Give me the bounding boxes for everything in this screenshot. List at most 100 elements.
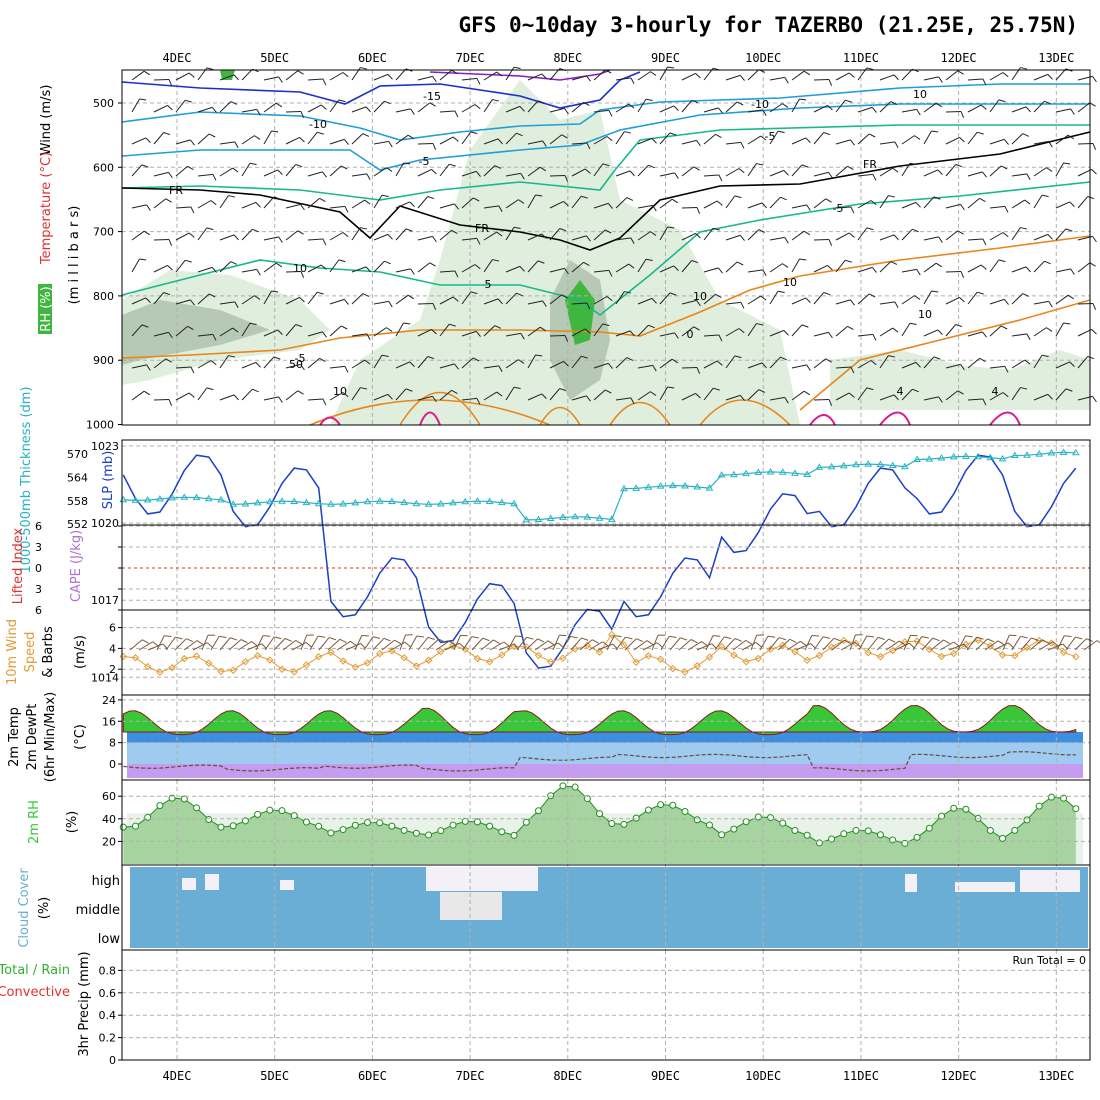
upper-wind-barb-flag — [206, 387, 214, 391]
upper-wind-barb — [1077, 196, 1089, 209]
upper-wind-barb — [241, 388, 253, 401]
upper-wind-barb-flag — [872, 174, 877, 181]
upper-wind-barb — [1077, 102, 1091, 113]
upper-wind-barb — [153, 292, 165, 305]
upper-wind-barb — [417, 235, 433, 241]
upper-wind-barb — [725, 301, 741, 305]
upper-wind-barb-flag — [586, 142, 591, 150]
upper-wind-barb — [813, 292, 825, 305]
upper-wind-barb — [373, 260, 385, 273]
upper-air-panel: -15-10-10-5-5-55-51010FRFRFR010101050104… — [86, 66, 1097, 432]
upper-wind-barb-flag — [165, 358, 172, 363]
upper-wind-barb — [857, 266, 873, 273]
upper-wind-barb-flag — [1047, 234, 1053, 240]
upper-wind-barb — [395, 108, 411, 113]
side-labels: Wind (m/s)Temperature (°C)RH (%)(m i l l… — [0, 85, 116, 1057]
upper-wind-barb-flag — [322, 78, 327, 86]
upper-wind-barb-flag — [252, 388, 259, 393]
wind-barb-10m — [552, 635, 560, 651]
upper-wind-barb-flag — [847, 325, 854, 331]
upper-wind-barb-flag — [278, 236, 283, 243]
upper-ylabel-mb: (m i l l i b a r s) — [67, 206, 82, 305]
upper-wind-barb — [285, 390, 299, 401]
upper-wind-barb — [373, 195, 383, 209]
upper-wind-barb-flag — [938, 236, 943, 243]
slp-label-slp: SLP (mb) — [101, 451, 116, 510]
upper-wind-barb-flag — [476, 398, 481, 405]
upper-wind-barb — [879, 195, 889, 209]
upper-wind-barb — [703, 200, 718, 209]
wind-barb-10m-flag — [943, 639, 950, 644]
upper-wind-barb-flag — [252, 228, 259, 233]
upper-wind-barb — [395, 162, 404, 177]
upper-wind-barb — [879, 261, 892, 273]
rh-point — [840, 830, 848, 838]
upper-wind-barb-flag — [513, 386, 521, 390]
upper-wind-barb-flag — [979, 197, 986, 203]
upper-wind-barb-flag — [715, 293, 722, 299]
upper-wind-barb — [571, 355, 582, 369]
contour-label: 4 — [897, 385, 904, 398]
upper-wind-barb-flag — [629, 330, 635, 337]
upper-wind-barb-flag — [915, 202, 921, 208]
upper-wind-barb — [219, 167, 233, 177]
upper-wind-barb — [285, 296, 300, 305]
upper-wind-barb — [747, 362, 763, 369]
wind-barb-10m — [138, 641, 153, 651]
upper-wind-barb-flag — [695, 393, 701, 399]
upper-wind-barb — [813, 132, 825, 145]
upper-wind-barb-flag — [212, 334, 217, 341]
thickness-point — [1047, 449, 1056, 456]
wind-barb-10m — [372, 637, 385, 651]
temp-ytick-label: 0 — [109, 758, 116, 771]
upper-wind-barb — [351, 387, 361, 401]
wind-barb-10m-flag — [459, 642, 466, 649]
upper-wind-barb — [857, 227, 868, 241]
upper-wind-barb — [241, 268, 257, 273]
rh-point — [779, 819, 787, 827]
wind-barb-10m — [903, 635, 911, 651]
wind-barb-10m-flag — [164, 635, 172, 637]
upper-wind-barb-flag — [893, 234, 899, 241]
upper-wind-barb — [461, 197, 474, 209]
rh-point — [632, 814, 640, 822]
upper-wind-barb-flag — [783, 330, 789, 336]
contour-label: 10 — [333, 385, 347, 398]
upper-wind-barb — [527, 166, 541, 177]
upper-wind-barb-flag — [364, 359, 371, 365]
precip-ytick-label: 0.8 — [99, 964, 117, 977]
upper-wind-barb-flag — [163, 132, 171, 136]
upper-wind-barb — [197, 293, 210, 305]
rh-point — [315, 822, 323, 830]
rh-point — [1023, 816, 1031, 824]
upper-wind-barb-flag — [850, 139, 855, 146]
upper-wind-barb-flag — [998, 99, 1006, 103]
wind-barb-10m — [327, 638, 341, 651]
upper-wind-barb — [285, 110, 302, 113]
wind-barb-10m-flag — [953, 641, 960, 647]
upper-wind-barb — [439, 389, 452, 401]
upper-wind-barb-flag — [232, 327, 239, 333]
temp-ytick-label: 16 — [102, 715, 116, 728]
upper-wind-barb-flag — [563, 361, 569, 367]
upper-wind-barb-flag — [738, 328, 745, 334]
thickness-point — [644, 483, 653, 490]
upper-wind-barb — [483, 259, 493, 273]
rh-point — [559, 782, 567, 790]
upper-wind-barb-flag — [803, 70, 811, 76]
temp-area-green — [122, 704, 1077, 736]
wind-barb-10m — [885, 640, 900, 651]
upper-wind-barb — [153, 238, 170, 241]
rh-area-light-center — [330, 80, 800, 425]
isotherm-20 — [989, 411, 1021, 426]
upper-wind-barb-flag — [381, 194, 389, 198]
wind-speed-point — [253, 652, 262, 660]
wind-barb-10m — [768, 637, 780, 651]
isotherm-minus15 — [121, 71, 641, 109]
upper-wind-barb — [681, 206, 698, 209]
wind-barb-10m — [1056, 635, 1065, 651]
rh-point — [1072, 805, 1080, 813]
upper-wind-barb-flag — [845, 259, 852, 263]
upper-wind-barb-flag — [254, 295, 261, 300]
wind-speed-point — [498, 651, 506, 659]
